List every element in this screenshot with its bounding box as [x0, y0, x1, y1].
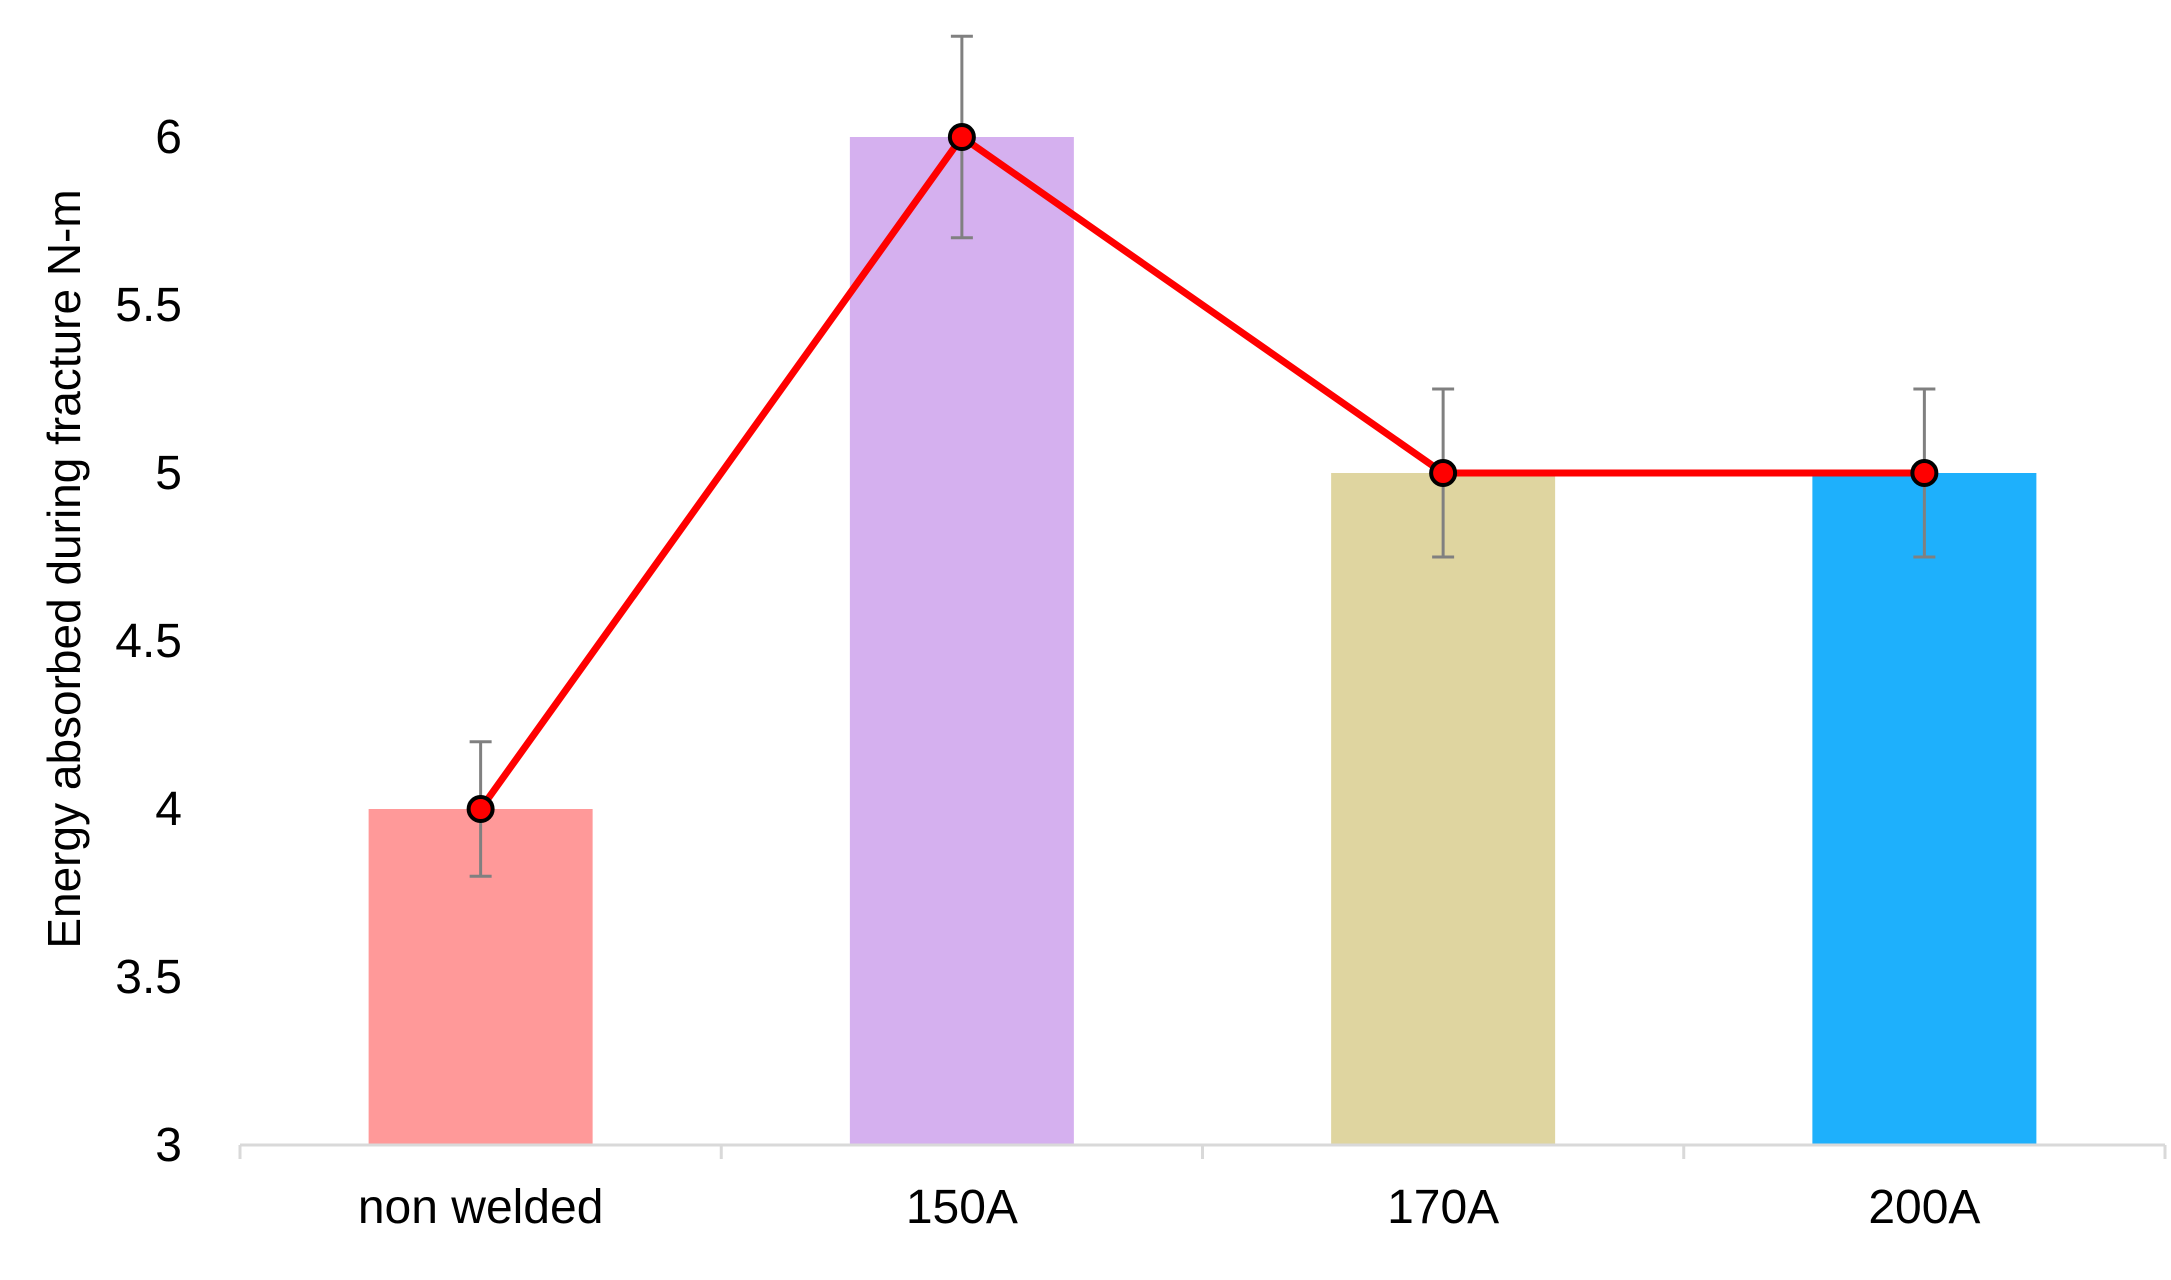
y-tick-label: 3.5	[115, 951, 182, 1004]
x-tick-label: non welded	[358, 1181, 604, 1234]
bar-3	[1812, 473, 2037, 1145]
bar-2	[1331, 473, 1556, 1145]
line-marker	[947, 123, 976, 151]
y-tick-label: 4.5	[115, 615, 182, 668]
line-marker	[1429, 459, 1458, 487]
y-tick-label: 6	[155, 111, 182, 164]
x-axis	[238, 1143, 2167, 1159]
line-marker	[1910, 459, 1939, 487]
y-axis-title: Energy absorbed during fracture N-m	[38, 189, 90, 948]
x-tick-label: 200A	[1868, 1181, 1980, 1234]
y-tick-label: 3	[155, 1119, 182, 1172]
line-path	[477, 133, 1925, 812]
y-axis-title-group: Energy absorbed during fracture N-m	[38, 189, 90, 948]
bars	[368, 137, 2037, 1145]
line-series	[477, 133, 1925, 812]
line-markers	[466, 123, 1939, 823]
bar-1	[849, 137, 1074, 1145]
x-tick-label: 170A	[1387, 1181, 1499, 1234]
error-bars	[469, 34, 1936, 878]
line-marker	[466, 795, 495, 823]
x-tick-label: 150A	[906, 1181, 1018, 1234]
y-tick-label: 4	[155, 783, 182, 836]
y-axis-ticks: 3 3.5 4 4.5 5 5.5 6	[115, 111, 182, 1172]
y-tick-label: 5	[155, 447, 182, 500]
y-tick-label: 5.5	[115, 279, 182, 332]
x-axis-ticks: non welded 150A 170A 200A	[358, 1181, 1981, 1234]
